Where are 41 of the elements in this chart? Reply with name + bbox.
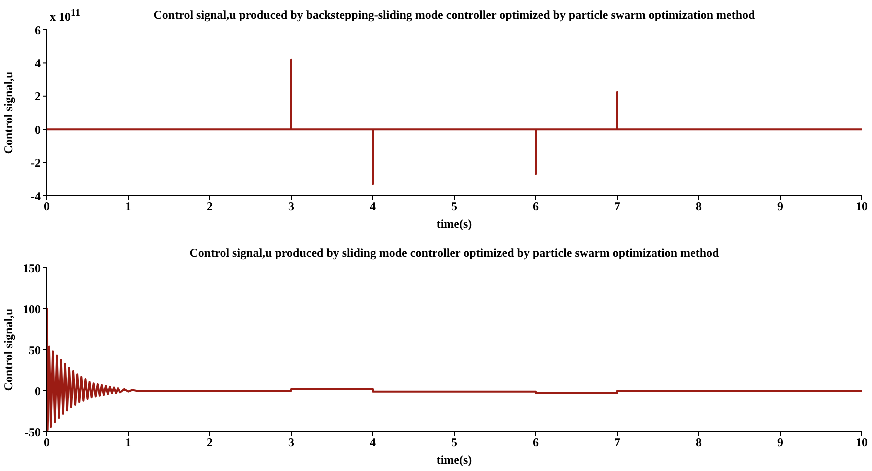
x-tick-label: 1 <box>126 436 132 450</box>
x-tick-label: 5 <box>452 200 458 214</box>
x-tick-label: 3 <box>288 436 294 450</box>
x-tick-label: 2 <box>207 200 213 214</box>
x-tick-label: 7 <box>614 436 620 450</box>
y-axis-title: Control signal,u <box>1 71 16 154</box>
x-tick-label: 4 <box>370 436 376 450</box>
y-tick-label: 4 <box>35 56 41 70</box>
x-tick-label: 3 <box>288 200 294 214</box>
x-tick-label: 9 <box>778 436 784 450</box>
x-tick-label: 5 <box>452 436 458 450</box>
y-tick-label: 150 <box>23 261 41 276</box>
x-tick-label: 6 <box>533 436 539 450</box>
x-tick-label: 9 <box>778 200 784 214</box>
y-tick-label: 100 <box>23 302 41 316</box>
line-series <box>47 58 862 186</box>
x-tick-label: 1 <box>126 200 132 214</box>
y-tick-label: -2 <box>31 156 41 170</box>
x-tick-label: 8 <box>696 200 702 214</box>
x-tick-label: 2 <box>207 436 213 450</box>
y-tick-label: 0 <box>35 122 41 137</box>
y-tick-label: -4 <box>31 189 41 204</box>
x-axis-title: time(s) <box>436 453 472 467</box>
x-tick-label: 6 <box>533 200 539 214</box>
x-tick-label: 10 <box>856 436 868 450</box>
chart-title: Control signal,u produced by backstepping-sliding mode controller optimized by particle swarm optimization method <box>154 8 756 22</box>
x-tick-label: 0 <box>44 200 50 214</box>
y-tick-label: -50 <box>25 425 41 440</box>
y-tick-label: 50 <box>29 343 41 358</box>
x-tick-label: 0 <box>44 436 50 450</box>
x-tick-label: 7 <box>614 200 620 214</box>
text: x 10$^{11}$ <box>50 8 80 25</box>
x-tick-label: 10 <box>856 200 868 214</box>
y-tick-label: 2 <box>35 90 41 104</box>
x-axis-title: time(s) <box>436 217 472 231</box>
x-tick-label: 4 <box>370 200 376 214</box>
y-axis-title: Control signal,u <box>1 308 16 392</box>
x-tick-label: 8 <box>696 436 702 450</box>
y-tick-label: 0 <box>35 384 41 398</box>
y-tick-label: 6 <box>35 23 41 38</box>
chart-title: Control signal,u produced by sliding mode controller optimized by particle swarm optimization method <box>188 246 720 261</box>
